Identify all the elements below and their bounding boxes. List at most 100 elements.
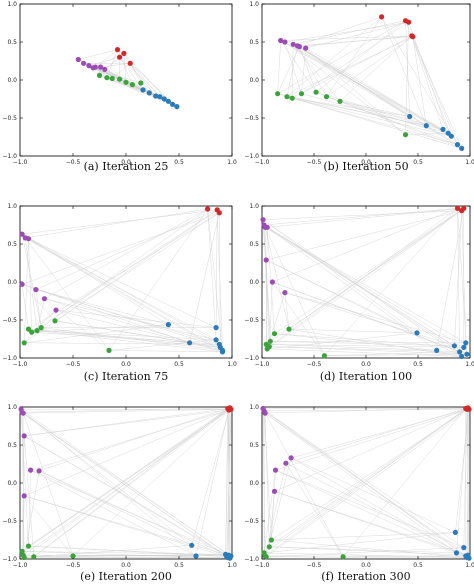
series-red xyxy=(225,405,234,413)
edge-line xyxy=(263,410,470,559)
data-point xyxy=(260,217,266,223)
edge-line xyxy=(275,469,470,559)
subplot-caption: (e) Iteration 200 xyxy=(80,570,172,583)
series-red xyxy=(379,14,416,40)
x-tick-label: −1.0 xyxy=(13,361,28,368)
edge-line xyxy=(324,208,458,356)
edge-line xyxy=(24,408,228,437)
edge-line xyxy=(262,219,418,334)
edge-line xyxy=(23,409,232,556)
data-point xyxy=(70,553,76,559)
data-point xyxy=(157,94,163,100)
edge-line xyxy=(301,93,449,134)
data-point xyxy=(303,45,309,51)
data-point xyxy=(161,96,167,102)
edge-line xyxy=(264,227,290,330)
x-tick-label: −1.0 xyxy=(255,361,270,368)
data-point xyxy=(41,296,48,302)
edge-line xyxy=(264,412,457,554)
edge-line xyxy=(292,35,412,99)
edge-line xyxy=(269,546,457,554)
series-green xyxy=(261,537,346,560)
y-tick-label: −0.5 xyxy=(244,317,259,324)
edge-line xyxy=(36,298,45,331)
edge-line xyxy=(24,435,34,557)
data-point xyxy=(466,406,472,412)
data-point xyxy=(19,281,25,287)
edge-line xyxy=(191,407,231,546)
edge-line xyxy=(292,44,294,99)
data-point xyxy=(117,76,123,82)
subplot-2: −1.0−1.0 −0.5 −0.5 0.0 0.0 0.5 0.5 1.0 1.0 (b) It… xyxy=(244,1,474,173)
edge-line xyxy=(39,470,228,558)
edge-line xyxy=(285,463,466,557)
x-tick-label: 1.0 xyxy=(465,562,474,569)
series-purple xyxy=(19,231,59,313)
subplot-1: −1.0−1.0 −0.5 −0.5 0.0 0.0 0.5 0.5 1.0 1.0 (a) It… xyxy=(2,1,237,173)
edge-line xyxy=(271,470,276,541)
y-tick-label: 1.0 xyxy=(7,1,17,8)
data-point xyxy=(290,41,296,47)
edge-line xyxy=(339,101,410,117)
edge-line xyxy=(54,320,221,348)
x-tick-label: 0.0 xyxy=(121,562,131,569)
edge-line xyxy=(293,44,341,102)
data-point xyxy=(340,554,346,560)
data-point xyxy=(25,326,32,332)
edge-line xyxy=(272,281,467,355)
edge-line xyxy=(119,57,165,100)
x-tick-label: −1.0 xyxy=(255,562,270,569)
data-point xyxy=(170,101,176,107)
edge-line xyxy=(106,77,173,105)
data-point xyxy=(226,407,232,413)
data-point xyxy=(21,340,27,346)
subplot-6: −1.0−1.0 −0.5 −0.5 0.0 0.0 0.5 0.5 1.0 1.0 (f) It… xyxy=(244,404,474,583)
edge-line xyxy=(22,212,220,285)
data-point xyxy=(313,89,319,95)
edge-line xyxy=(408,22,449,134)
data-point xyxy=(275,91,281,97)
y-tick-label: −1.0 xyxy=(2,355,17,362)
edge-line xyxy=(277,40,281,94)
edge-line xyxy=(284,292,466,343)
data-point xyxy=(25,236,32,242)
edge-line xyxy=(326,16,382,97)
edge-line xyxy=(24,342,220,345)
edge-line xyxy=(274,407,468,492)
edge-line xyxy=(466,409,470,558)
series-green xyxy=(263,326,327,359)
subplot-caption: (b) Iteration 50 xyxy=(323,160,408,173)
edge-line xyxy=(274,491,468,556)
edge-line xyxy=(215,209,218,328)
data-point xyxy=(127,60,133,66)
edge-line xyxy=(267,208,464,228)
data-point xyxy=(138,80,144,86)
y-tick-label: 0.0 xyxy=(7,480,17,487)
data-point xyxy=(114,47,121,53)
edge-line xyxy=(21,284,29,330)
edge-line xyxy=(288,328,462,357)
data-point xyxy=(104,75,110,81)
data-point xyxy=(81,60,87,66)
x-tick-label: 1.0 xyxy=(465,159,474,166)
data-point xyxy=(219,349,226,355)
edge-line xyxy=(267,227,437,351)
data-point xyxy=(189,542,195,548)
y-tick-label: 1.0 xyxy=(249,1,259,8)
edge-line xyxy=(269,491,275,547)
data-point xyxy=(463,340,469,346)
y-tick-label: −1.0 xyxy=(244,355,259,362)
edge-line xyxy=(41,327,223,351)
edge-line xyxy=(293,20,406,45)
edge-line xyxy=(271,532,456,541)
y-tick-label: −0.5 xyxy=(2,317,17,324)
edge-line xyxy=(263,410,272,541)
data-point xyxy=(98,64,104,70)
data-point xyxy=(284,94,290,100)
edge-line xyxy=(263,409,468,554)
data-point xyxy=(379,14,385,20)
data-point xyxy=(165,322,171,328)
x-tick-label: −0.5 xyxy=(307,159,322,166)
edge-line xyxy=(285,408,466,464)
edge-line xyxy=(275,409,470,471)
